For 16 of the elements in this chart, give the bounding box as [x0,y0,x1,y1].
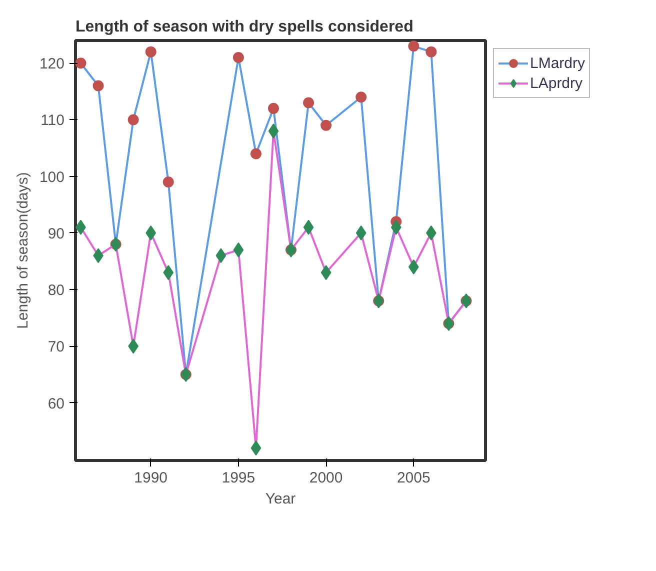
y-tick-label: 100 [39,168,65,186]
x-tick-label: 1990 [134,470,168,486]
x-tick-label: 2000 [309,470,343,486]
y-tick-label: 60 [48,395,65,412]
chart-title: Length of season with dry spells considered [76,18,414,36]
y-axis-title: Length of season(days) [14,172,32,329]
y-tick-label: 110 [40,112,65,130]
legend-label: LAprdry [530,74,583,92]
y-tick-label: 70 [48,338,65,356]
y-tick-label: 80 [48,282,65,300]
x-axis-title: Year [265,490,296,508]
x-tick-label: 2005 [396,470,430,486]
y-tick-label: 90 [48,225,65,242]
legend-label: LMardry [530,54,586,72]
x-tick-label: 1995 [222,470,256,486]
y-tick-label: 120 [39,56,65,73]
